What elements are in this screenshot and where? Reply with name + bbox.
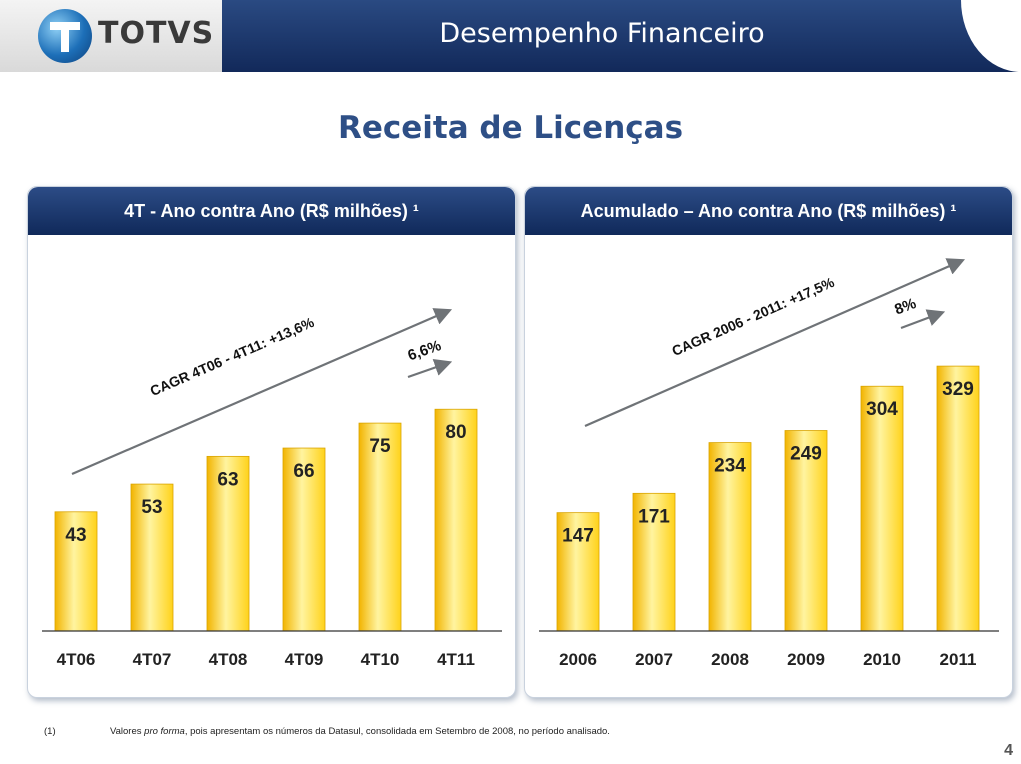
- tick-label-2006: 2006: [559, 650, 597, 669]
- section-title: Receita de Licenças: [337, 110, 684, 146]
- cagr-arrow: [584, 258, 966, 428]
- data-label-4T09: 66: [293, 461, 314, 482]
- cagr-arrow: [71, 308, 453, 476]
- bar-chart-quarter: 43 4T06 53 4T07 63 4T08 66 4T09 75 4T10 80 4T11 CAGR…: [42, 308, 502, 669]
- slide-header: TOTVS Desempenho Financeiro: [0, 0, 1021, 72]
- bar-2006: [556, 512, 600, 632]
- data-label-2006: 147: [562, 526, 594, 547]
- bar-2011: [936, 365, 980, 632]
- cagr-label: CAGR 2006 - 2011: +17,5%: [669, 274, 837, 359]
- tick-label-4T08: 4T08: [209, 650, 248, 669]
- data-label-4T06: 43: [65, 525, 86, 546]
- bar-2010: [860, 385, 904, 632]
- tick-label-2007: 2007: [635, 650, 673, 669]
- bar-4T07: [130, 483, 174, 632]
- tick-label-4T11: 4T11: [437, 650, 475, 669]
- growth-label: 6,6%: [406, 337, 444, 364]
- data-label-2007: 171: [638, 506, 670, 527]
- tick-label-2009: 2009: [787, 650, 825, 669]
- data-label-2009: 249: [790, 444, 822, 465]
- logo-text: TOTVS: [98, 16, 215, 51]
- tick-label-4T10: 4T10: [361, 650, 400, 669]
- footnote-text-before: Valores: [110, 726, 145, 737]
- bar-chart-accumulated: 147 2006 171 2007 234 2008 249 2009 304 2010 329 20…: [539, 258, 999, 669]
- footnote-text-after: , pois apresentam os números da Datasul,…: [184, 726, 610, 737]
- footnote: (1) Valores pro forma, pois apresentam os…: [44, 726, 610, 737]
- cagr-label: CAGR 4T06 - 4T11: +13,6%: [148, 314, 317, 399]
- chart-panel-accumulated: Acumulado – Ano contra Ano (R$ milhões) …: [524, 186, 1013, 698]
- bar-4T11: [434, 408, 478, 632]
- tick-label-4T06: 4T06: [57, 650, 96, 669]
- data-label-4T08: 63: [217, 469, 238, 490]
- data-label-2011: 329: [942, 379, 974, 400]
- data-label-4T11: 80: [445, 422, 466, 443]
- bar-4T09: [282, 447, 326, 632]
- data-label-4T10: 75: [369, 436, 391, 457]
- chart-title-quarter: 4T - Ano contra Ano (R$ milhões) ¹: [28, 187, 515, 235]
- bar-4T08: [206, 455, 250, 632]
- tick-label-4T09: 4T09: [285, 650, 324, 669]
- bar-2009: [784, 430, 828, 632]
- chart-title-accumulated: Acumulado – Ano contra Ano (R$ milhões) …: [525, 187, 1012, 235]
- bar-4T06: [54, 511, 98, 632]
- page-title: Desempenho Financeiro: [439, 18, 765, 49]
- tick-label-2008: 2008: [711, 650, 749, 669]
- title-band: Desempenho Financeiro: [222, 0, 1021, 72]
- growth-label: 8%: [892, 295, 918, 319]
- tick-label-2011: 2011: [940, 650, 977, 669]
- bar-4T10: [358, 422, 402, 632]
- growth-arrow: [407, 359, 453, 379]
- page-number: 4: [1004, 742, 1013, 759]
- footnote-marker: (1): [44, 726, 56, 737]
- footnote-text-italic: pro forma: [144, 726, 185, 737]
- growth-arrow: [900, 309, 946, 330]
- data-label-2008: 234: [714, 456, 746, 477]
- tick-label-4T07: 4T07: [133, 650, 172, 669]
- tick-label-2010: 2010: [863, 650, 901, 669]
- chart-panel-quarter: 4T - Ano contra Ano (R$ milhões) ¹ 43 4T0…: [27, 186, 516, 698]
- totvs-logo-icon: [38, 9, 92, 63]
- logo-area: TOTVS: [0, 0, 222, 72]
- data-label-2010: 304: [866, 399, 898, 420]
- data-label-4T07: 53: [141, 497, 162, 518]
